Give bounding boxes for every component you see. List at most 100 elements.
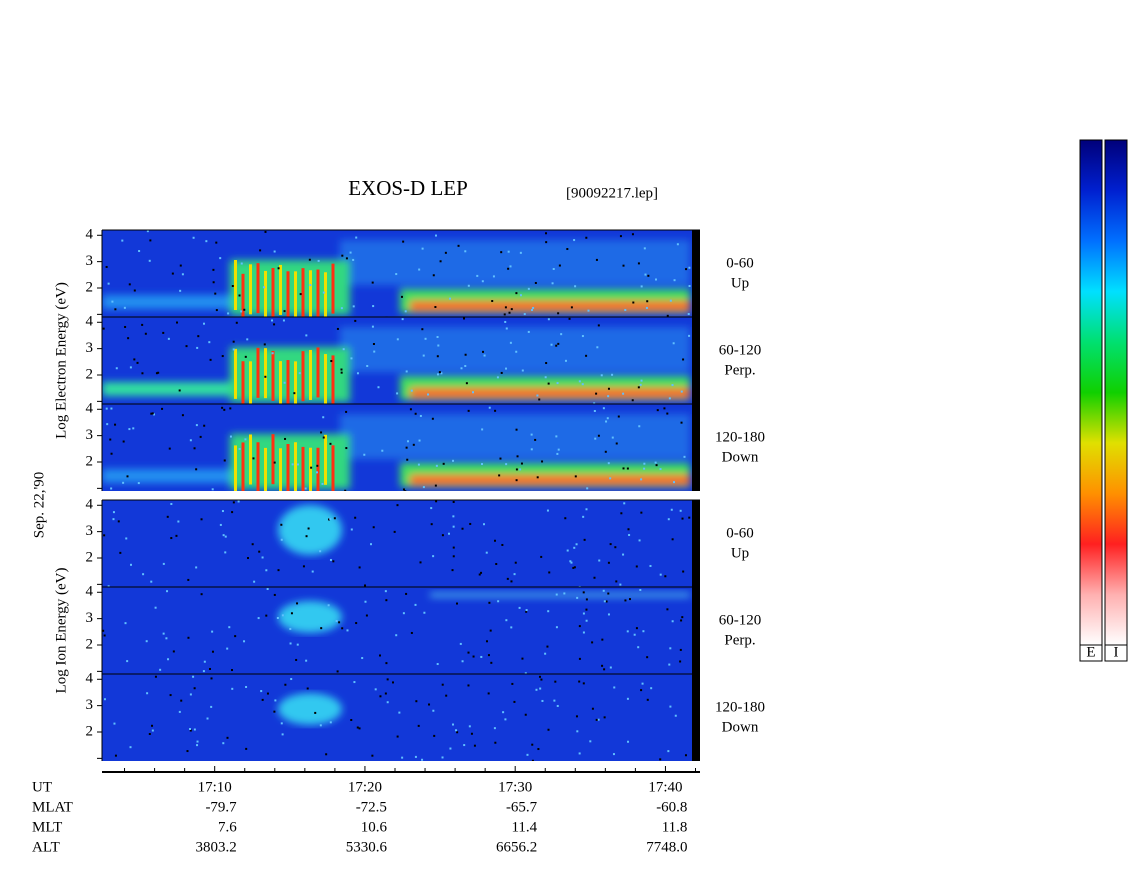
speckle	[281, 614, 284, 617]
speckle	[452, 515, 455, 518]
edge-strip	[692, 404, 700, 491]
speckle	[611, 436, 614, 439]
speckle	[624, 599, 627, 602]
spectrogram-panel: 2 3 4	[86, 497, 700, 587]
speckle	[601, 638, 604, 641]
speckle	[340, 371, 343, 374]
speckle	[574, 285, 577, 288]
speckle	[203, 424, 206, 427]
speckle	[110, 487, 113, 490]
speckle	[273, 323, 276, 326]
speckle	[276, 616, 279, 619]
speckle	[626, 467, 629, 470]
speckle	[582, 515, 585, 518]
speckle	[487, 692, 490, 695]
speckle	[148, 733, 151, 736]
speckle	[310, 466, 313, 469]
speckle	[645, 306, 648, 309]
speckle	[521, 369, 524, 372]
speckle	[295, 658, 298, 661]
row-name: MLT	[32, 819, 62, 835]
speckle	[688, 516, 691, 519]
speckle	[530, 448, 533, 451]
speckle	[366, 364, 369, 367]
speckle	[673, 279, 676, 282]
speckle	[226, 647, 229, 650]
speckle	[539, 687, 542, 690]
speckle	[498, 474, 501, 477]
burst-spike	[316, 447, 320, 491]
speckle	[654, 278, 657, 281]
speckle	[547, 610, 550, 613]
speckle	[346, 629, 349, 632]
burst-spike	[279, 264, 282, 315]
speckle	[515, 428, 518, 431]
spectrogram-panel: 2 3 4	[86, 671, 700, 761]
speckle	[264, 230, 267, 233]
edge-strip	[692, 230, 700, 317]
speckle	[560, 333, 563, 336]
speckle	[384, 692, 387, 695]
panel-label: 120-180	[715, 429, 765, 445]
features	[102, 240, 690, 315]
speckle	[519, 251, 522, 254]
speckle	[682, 358, 685, 361]
speckle	[585, 619, 588, 622]
speckle	[525, 610, 528, 613]
speckle	[595, 258, 598, 261]
speckle	[481, 428, 484, 431]
speckle	[162, 562, 165, 565]
speckle	[229, 407, 232, 410]
y-tick-label: 3	[86, 610, 94, 626]
speckle	[483, 354, 486, 357]
speckle	[102, 327, 105, 330]
speckle	[196, 346, 199, 349]
speckle	[148, 259, 151, 262]
speckle	[412, 443, 415, 446]
speckle	[296, 602, 299, 605]
speckle	[480, 655, 483, 658]
speckles	[102, 317, 691, 404]
speckle	[419, 414, 422, 417]
speckle	[336, 327, 339, 330]
speckle	[345, 410, 348, 413]
speckle	[240, 310, 243, 313]
speckle	[402, 488, 405, 491]
speckle	[506, 577, 509, 580]
speckle	[519, 294, 522, 297]
panel-image	[102, 230, 692, 317]
speckle	[354, 319, 357, 322]
speckle	[432, 709, 435, 712]
speckle	[558, 264, 561, 267]
speckle	[432, 555, 435, 558]
speckle	[151, 412, 154, 415]
speckle	[112, 511, 115, 514]
speckle	[398, 711, 401, 714]
panel-image	[102, 500, 692, 587]
speckle	[597, 434, 600, 437]
speckle	[161, 407, 164, 410]
speckle	[320, 627, 323, 630]
speckle	[622, 467, 625, 470]
panel-label: Down	[722, 449, 759, 465]
speckle	[177, 520, 180, 523]
burst-spike	[331, 445, 335, 491]
speckle	[524, 672, 527, 674]
speckle	[290, 612, 293, 615]
speckle	[319, 724, 322, 727]
speckle	[615, 442, 618, 445]
burst-spike	[249, 361, 252, 404]
speckle	[128, 428, 131, 431]
speckle	[492, 275, 495, 278]
speckle	[617, 415, 620, 418]
row-name: UT	[32, 779, 52, 795]
burst-spike	[271, 434, 275, 485]
burst-spike	[234, 348, 237, 399]
y-tick-label: 4	[86, 401, 94, 417]
speckle	[186, 750, 189, 753]
speckle	[133, 358, 136, 361]
burst-spike	[256, 347, 260, 398]
y-tick-label: 2	[86, 279, 94, 295]
burst-spike	[286, 271, 290, 317]
speckle	[265, 569, 268, 572]
